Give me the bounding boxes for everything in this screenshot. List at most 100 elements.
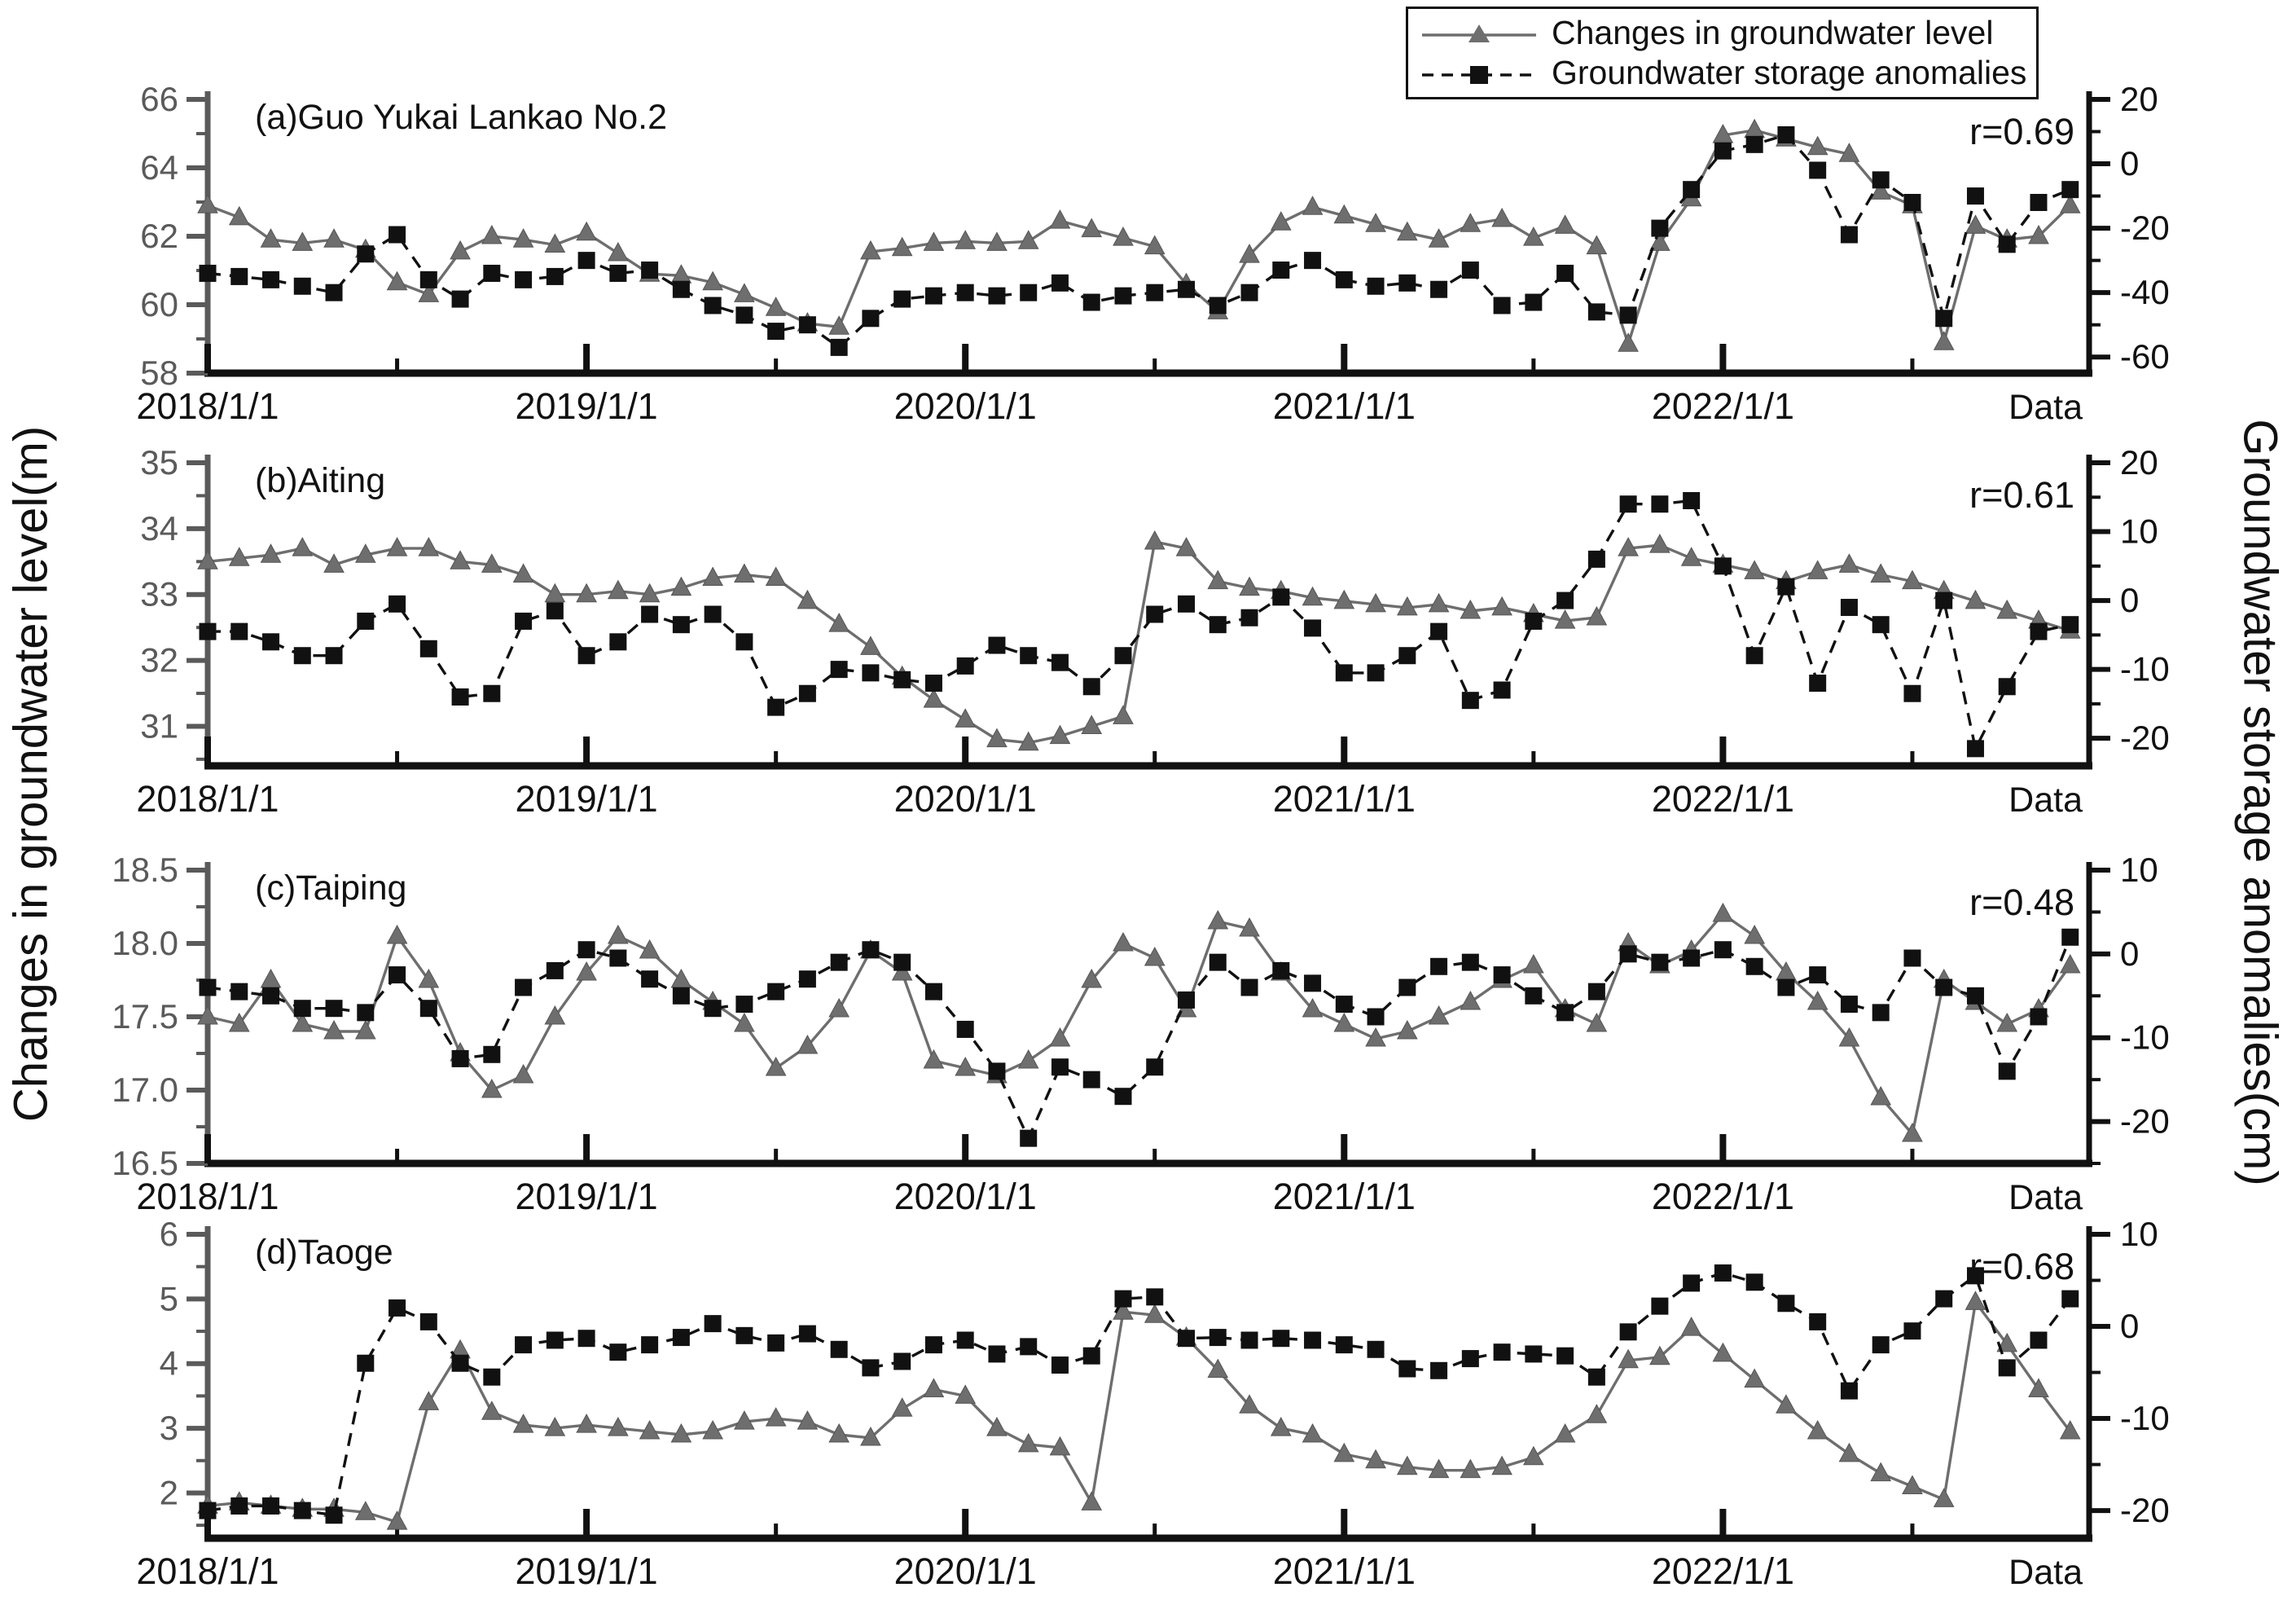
left-tick-label: 60 [140, 285, 178, 323]
square-marker [862, 941, 880, 959]
legend-label-level: Changes in groundwater level [1552, 14, 1994, 51]
square-marker [2030, 1331, 2048, 1349]
triangle-marker [1081, 1491, 1103, 1510]
triangle-marker [1618, 1348, 1639, 1369]
triangle-marker [1396, 596, 1418, 616]
square-marker [735, 1326, 753, 1344]
triangle-marker [1017, 230, 1039, 249]
square-marker [262, 987, 280, 1005]
square-marker [230, 267, 248, 285]
triangle-marker [544, 1417, 566, 1436]
square-marker [357, 245, 375, 263]
square-marker [1461, 1350, 1479, 1368]
triangle-marker [891, 1397, 913, 1417]
square-marker [1051, 1058, 1069, 1076]
square-marker [1872, 1004, 1890, 1022]
triangle-marker [670, 576, 692, 596]
square-marker [988, 1062, 1006, 1080]
triangle-marker [1302, 196, 1324, 215]
square-marker [956, 1020, 974, 1038]
square-marker [199, 978, 217, 996]
square-marker [199, 1502, 217, 1519]
triangle-marker [1744, 560, 1766, 579]
triangle-marker [1554, 214, 1576, 234]
triangle-marker [228, 547, 250, 566]
triangle-marker [228, 1012, 250, 1032]
x-tick-label: 2020/1/1 [894, 1550, 1037, 1592]
square-marker [2030, 622, 2048, 640]
triangle-marker [860, 1426, 881, 1446]
square-marker [230, 983, 248, 1000]
square-marker [609, 949, 627, 967]
triangle-marker [354, 543, 376, 563]
right-tick-label: 20 [2120, 443, 2158, 482]
square-marker [893, 671, 911, 688]
square-marker [1683, 1274, 1701, 1292]
triangle-marker [986, 728, 1008, 748]
triangle-marker [1554, 609, 1576, 629]
square-marker [451, 1354, 469, 1372]
square-marker [1430, 622, 1448, 640]
triangle-marker [1523, 226, 1544, 246]
square-marker [1935, 1290, 1953, 1308]
triangle-marker [1586, 235, 1608, 255]
x-tick-label: 2018/1/1 [136, 1550, 279, 1592]
square-marker [451, 688, 469, 706]
left-tick-label: 6 [160, 1215, 178, 1253]
triangle-marker [1113, 226, 1134, 246]
square-marker [199, 264, 217, 282]
square-marker [1809, 1313, 1827, 1330]
square-marker [1304, 974, 1322, 992]
triangle-marker [481, 1401, 503, 1420]
square-marker [1872, 616, 1890, 634]
triangle-marker [1428, 1458, 1450, 1479]
square-marker [704, 1315, 722, 1333]
square-marker [2030, 193, 2048, 211]
square-marker [609, 633, 627, 651]
square-marker [830, 661, 848, 679]
x-tick-label: 2018/1/1 [136, 1176, 279, 1217]
triangle-marker [512, 1063, 534, 1084]
square-marker [2061, 928, 2079, 946]
legend-label-storage: Groundwater storage anomalies [1552, 54, 2027, 91]
square-marker [956, 1331, 974, 1349]
square-marker [1935, 591, 1953, 609]
triangle-marker [765, 1407, 787, 1427]
square-marker [1714, 941, 1732, 959]
triangle-marker [1113, 705, 1134, 724]
triangle-marker [1239, 244, 1260, 263]
triangle-marker [1807, 990, 1828, 1010]
square-marker [672, 616, 690, 634]
square-marker [357, 612, 375, 630]
triangle-marker [797, 589, 819, 609]
square-marker [2030, 1008, 2048, 1026]
x-tick-label: 2021/1/1 [1273, 778, 1416, 820]
square-marker [1840, 599, 1858, 617]
square-marker [1114, 287, 1132, 305]
square-marker [293, 1000, 311, 1018]
triangle-marker [450, 550, 471, 569]
x-tick-label: 2020/1/1 [894, 778, 1037, 820]
triangle-marker [1207, 1358, 1229, 1379]
triangle-marker [955, 708, 977, 728]
triangle-marker [986, 1417, 1008, 1436]
triangle-marker [1649, 1345, 1670, 1365]
left-tick-label: 35 [140, 443, 178, 482]
square-marker [1777, 578, 1795, 596]
triangle-marker [323, 1019, 345, 1040]
square-marker [325, 1000, 343, 1018]
triangle-marker [2059, 194, 2081, 213]
square-marker [1430, 280, 1448, 298]
triangle-marker [1017, 1432, 1039, 1453]
square-marker [419, 1313, 437, 1330]
triangle-marker [1618, 537, 1639, 556]
square-marker [389, 966, 406, 984]
left-tick-label: 31 [140, 706, 178, 745]
square-marker [1651, 495, 1669, 513]
right-tick-label: -20 [2120, 209, 2170, 247]
x-axis-label: Data [2008, 388, 2083, 427]
triangle-marker [828, 315, 850, 335]
triangle-marker [292, 231, 314, 251]
triangle-marker [1302, 997, 1324, 1018]
panel-b: 35 34 33 32 31 20 10 0 -10 -20 2018/1/1 2019/1/1 202… [136, 443, 2169, 820]
